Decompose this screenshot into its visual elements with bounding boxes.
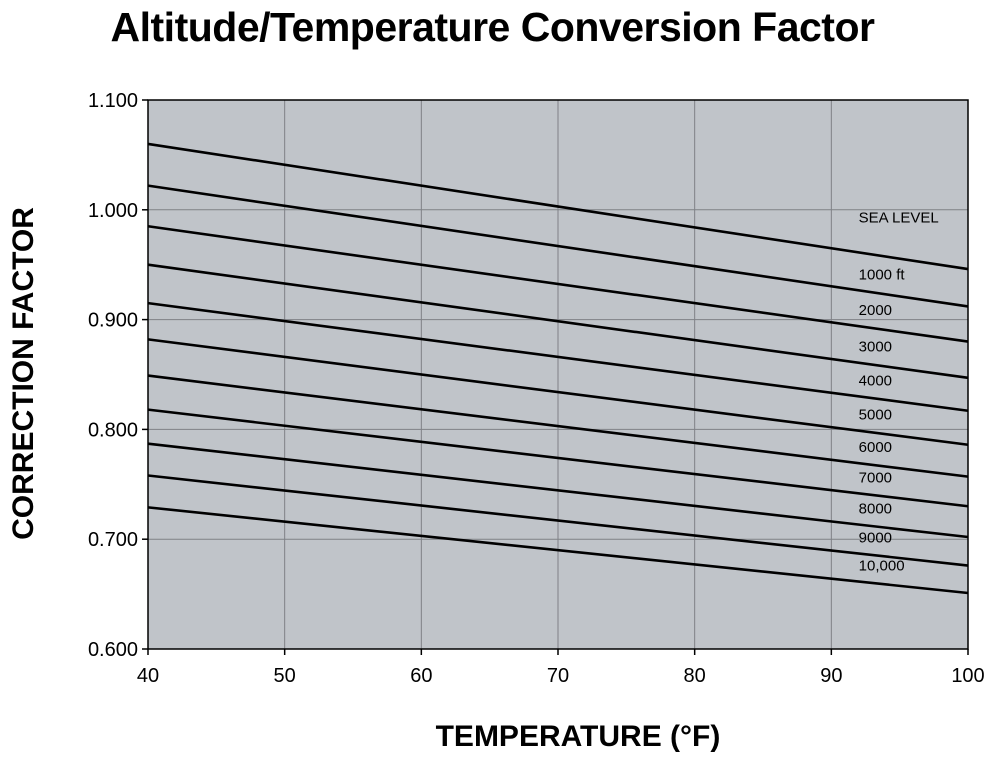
series-line (147, 338, 969, 447)
series-line (147, 224, 969, 343)
y-tick-label: 0.700 (88, 529, 138, 551)
y-tick-label: 0.800 (88, 419, 138, 441)
y-axis-title: CORRECTION FACTOR (7, 207, 40, 540)
x-tick-label: 50 (274, 665, 296, 687)
series-label: 8000 (859, 501, 892, 518)
y-tick-label: 0.600 (88, 639, 138, 661)
x-tick-label: 90 (820, 665, 842, 687)
series-lines (147, 142, 969, 595)
series-label: 9000 (859, 530, 892, 547)
series-line (147, 142, 969, 271)
series-label: 10,000 (859, 558, 905, 575)
series-line (147, 474, 969, 567)
y-tick-label: 1.000 (88, 200, 138, 222)
x-axis-title: TEMPERATURE (°F) (436, 720, 721, 753)
series-line (147, 263, 969, 380)
series-label: SEA LEVEL (859, 209, 939, 226)
series-line (147, 301, 969, 413)
series-label: 3000 (859, 339, 892, 356)
series-label: 5000 (859, 407, 892, 424)
x-tick-label: 80 (684, 665, 706, 687)
x-tick-label: 60 (410, 665, 432, 687)
series-line (147, 374, 969, 478)
series-line (147, 184, 969, 308)
y-tick-label: 0.900 (88, 310, 138, 332)
tick-labels: 40 50 60 70 80 90 100 0.600 0.700 0.800 0.900 1.000… (88, 90, 985, 687)
series-labels: SEA LEVEL 1000 ft 2000 3000 4000 5000 6000 7000… (859, 209, 939, 574)
series-label: 6000 (859, 439, 892, 456)
y-tick-label: 1.100 (88, 90, 138, 112)
series-label: 1000 ft (859, 266, 906, 283)
series-label: 7000 (859, 469, 892, 486)
series-label: 4000 (859, 372, 892, 389)
x-tick-label: 100 (951, 665, 984, 687)
series-line (147, 442, 969, 539)
series-label: 2000 (859, 302, 892, 319)
series-line (147, 408, 969, 508)
series-line (147, 506, 969, 595)
chart-title: Altitude/Temperature Conversion Factor (110, 4, 875, 50)
x-tick-label: 40 (137, 665, 159, 687)
x-tick-label: 70 (547, 665, 569, 687)
